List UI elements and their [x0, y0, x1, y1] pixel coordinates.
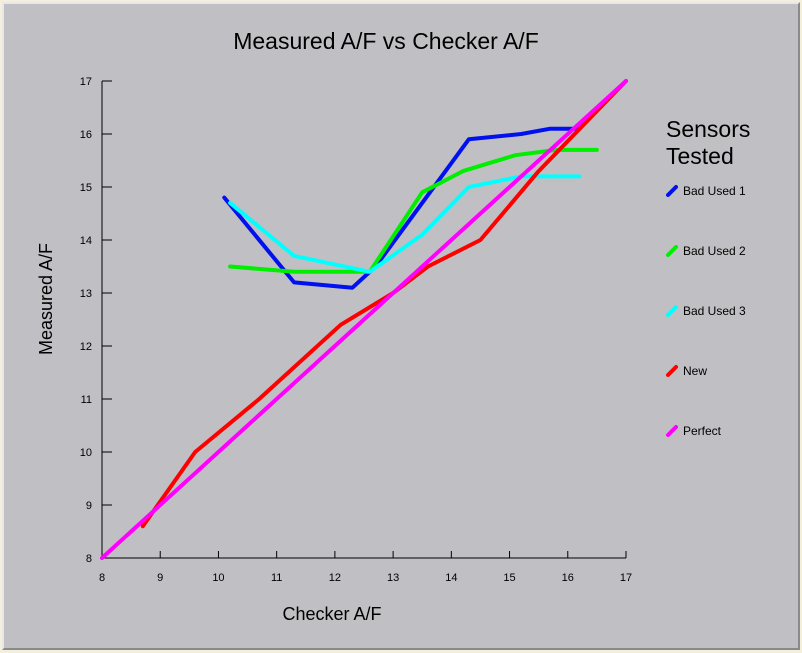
- y-tick-label: 11: [81, 394, 92, 406]
- x-tick-label: 12: [329, 572, 341, 584]
- y-tick-label: 10: [80, 447, 92, 459]
- y-axis-title: Measured A/F: [36, 243, 56, 355]
- series-line-bad-used-1: [222, 126, 582, 290]
- y-tick-label: 8: [86, 553, 92, 565]
- legend-item: Perfect: [666, 424, 722, 438]
- series-line-perfect: [100, 79, 628, 560]
- series-layer: [100, 79, 628, 560]
- y-tick-label: 13: [80, 288, 92, 300]
- chart-title: Measured A/F vs Checker A/F: [233, 28, 539, 54]
- x-tick-label: 9: [157, 572, 163, 584]
- y-tick-label: 17: [80, 76, 92, 88]
- y-tick-label: 9: [86, 500, 92, 512]
- chart-canvas: Measured A/F vs Checker A/F Checker A/F …: [36, 28, 757, 624]
- legend-label: Bad Used 2: [683, 244, 746, 258]
- y-tick-label: 14: [80, 235, 92, 247]
- y-tick-label: 12: [80, 341, 92, 353]
- x-axis-title: Checker A/F: [282, 604, 381, 624]
- x-tick-label: 10: [212, 572, 224, 584]
- legend-swatch: [666, 185, 678, 197]
- legend-title: Sensors Tested: [666, 116, 757, 169]
- axes: 8 9 10 11 12 13 14 15 16 17 8 9 10 11 12 13 14 15 16 17: [80, 76, 632, 584]
- legend-item: New: [666, 364, 707, 378]
- legend: Bad Used 1 Bad Used 2 Bad Used 3 New Perfect: [666, 184, 746, 438]
- legend-label: New: [683, 364, 707, 378]
- legend-item: Bad Used 2: [666, 244, 746, 258]
- x-tick-label: 13: [387, 572, 399, 584]
- x-tick-label: 8: [99, 572, 105, 584]
- x-tick-label: 15: [503, 572, 515, 584]
- legend-label: Perfect: [683, 424, 722, 438]
- legend-item: Bad Used 1: [666, 184, 746, 198]
- x-tick-label: 16: [562, 572, 574, 584]
- legend-swatch: [666, 245, 678, 257]
- legend-label: Bad Used 3: [683, 304, 746, 318]
- legend-label: Bad Used 1: [683, 184, 746, 198]
- y-tick-label: 15: [80, 182, 92, 194]
- legend-item: Bad Used 3: [666, 304, 746, 318]
- x-tick-label: 11: [271, 572, 282, 584]
- legend-swatch: [666, 365, 678, 377]
- x-tick-label: 14: [445, 572, 457, 584]
- y-tick-label: 16: [80, 129, 92, 141]
- legend-swatch: [666, 305, 678, 317]
- x-tick-label: 17: [620, 572, 632, 584]
- legend-swatch: [666, 425, 678, 437]
